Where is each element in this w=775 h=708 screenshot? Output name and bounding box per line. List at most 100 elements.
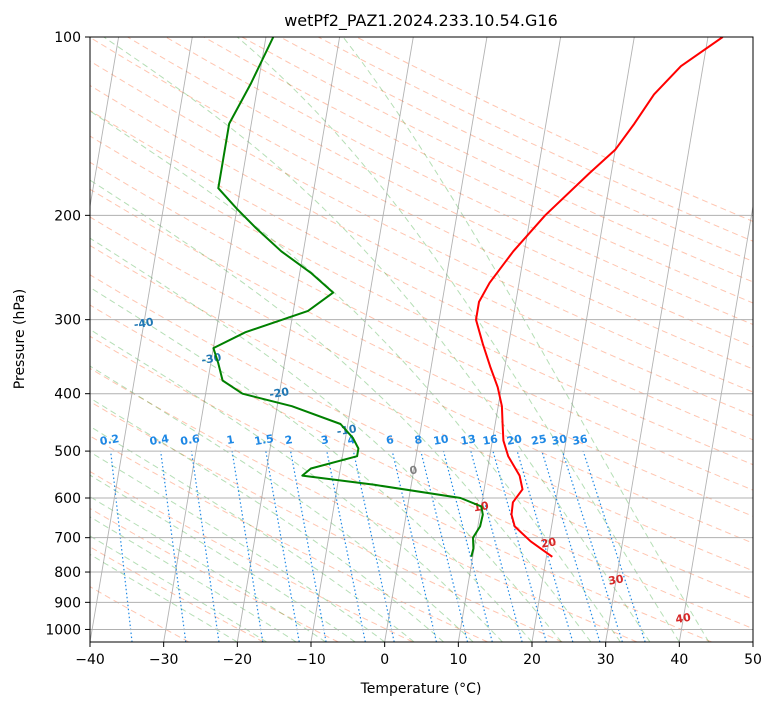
moist-adiabat-line <box>90 179 592 642</box>
mixing-ratio-label: 20 <box>506 432 524 447</box>
mixing-ratio-line <box>265 450 300 642</box>
mixing-ratio-line <box>160 451 187 642</box>
y-tick-label: 800 <box>54 565 81 581</box>
mixing-ratio-label: 25 <box>530 432 547 447</box>
mixing-ratio-line <box>110 451 133 642</box>
x-tick-label: 30 <box>597 652 615 668</box>
dry-adiabat-line <box>127 37 753 348</box>
moist-adiabat-line <box>90 474 356 642</box>
isotherm-label: 40 <box>675 611 693 626</box>
x-axis: −40 −30 −20 −10 0 10 20 30 40 50 <box>75 642 762 668</box>
dry-adiabat-line <box>90 435 488 642</box>
dewpoint-profile-line <box>212 37 484 558</box>
x-tick-label: 20 <box>523 652 541 668</box>
mixing-ratio-label: 8 <box>413 433 423 447</box>
dry-adiabat-line <box>90 60 753 393</box>
dry-adiabat-line <box>90 274 753 600</box>
mixing-ratio-line <box>582 450 646 642</box>
isotherm-label: -30 <box>200 351 222 367</box>
mixing-ratio-label: 0.2 <box>99 432 120 448</box>
mixing-ratio-label: 1.5 <box>253 432 274 448</box>
isotherm-label: 20 <box>540 535 558 550</box>
dry-adiabat-line <box>165 37 753 326</box>
isotherm-label: 0 <box>409 463 419 477</box>
moist-adiabat-line <box>90 328 503 642</box>
moist-adiabat-line <box>90 365 474 642</box>
mixing-ratio-line <box>541 450 601 642</box>
mixing-ratio-line <box>420 450 469 642</box>
isotherm-line <box>752 639 753 642</box>
moist-adiabat-line <box>90 110 621 642</box>
dry-adiabat-line <box>90 84 753 417</box>
y-axis-label: Pressure (hPa) <box>12 289 28 389</box>
dry-adiabat-line <box>90 367 638 642</box>
mixing-ratio-label: 30 <box>551 432 569 447</box>
chart-title: wetPf2_PAZ1.2024.233.10.54.G16 <box>284 11 558 31</box>
x-tick-label: 0 <box>380 652 389 668</box>
x-axis-label: Temperature (°C) <box>360 681 482 697</box>
isotherm-line <box>90 37 120 209</box>
mixing-ratio-label: 16 <box>482 432 500 447</box>
isotherm-line <box>384 37 488 642</box>
mixing-ratio-label: 10 <box>432 432 450 447</box>
mixing-ratio-label: 1 <box>226 433 236 447</box>
moist-adiabat-line <box>90 237 562 642</box>
x-tick-label: 40 <box>670 652 688 668</box>
y-tick-label: 600 <box>54 491 81 507</box>
mixing-ratio-label: 36 <box>571 432 589 447</box>
mixing-ratio-line <box>391 450 438 642</box>
isotherm-label: -40 <box>133 315 155 331</box>
isotherm-label: -50 <box>66 276 88 292</box>
x-tick-label: −30 <box>149 652 179 668</box>
profiles <box>212 37 724 558</box>
dry-adiabat-line <box>90 401 563 642</box>
plot-frame <box>89 36 754 643</box>
dry-adiabat-line <box>90 335 712 642</box>
mixing-ratio-label: 13 <box>460 432 477 447</box>
pressure-gridlines <box>90 37 753 630</box>
x-tick-label: −40 <box>75 652 105 668</box>
mixing-ratio-label: 0.4 <box>149 432 171 448</box>
moist-adiabat-line <box>90 535 268 642</box>
y-tick-label: 500 <box>54 444 81 460</box>
isotherm-label: 30 <box>607 572 625 587</box>
y-tick-label: 200 <box>54 208 81 224</box>
dry-adiabat-line <box>241 37 753 283</box>
moist-adiabat-line <box>90 496 326 642</box>
isotherm-line <box>163 37 267 642</box>
mixing-ratio-labels: 0.1 0.2 0.4 0.6 1 1.5 2 3 4 6 8 10 13 16 20 25 30 36 <box>99 432 589 448</box>
mixing-ratio-label: 0.6 <box>179 432 201 448</box>
y-tick-label: 100 <box>54 30 81 46</box>
isotherm-line <box>605 37 709 642</box>
dry-adiabat-line <box>90 586 190 642</box>
mixing-ratio-line <box>290 450 327 642</box>
isotherm-line <box>236 37 341 642</box>
x-tick-label: −10 <box>296 652 326 668</box>
y-tick-label: 1000 <box>45 622 81 638</box>
mixing-ratio-line <box>326 450 366 642</box>
isotherm-label: -20 <box>268 385 290 401</box>
moist-adiabat-line <box>90 286 533 642</box>
mixing-ratio-line <box>492 450 547 642</box>
mixing-ratio-label: 4 <box>346 433 356 447</box>
dry-adiabat-line <box>318 37 753 242</box>
dry-adiabat-line <box>90 161 753 491</box>
y-tick-label: 300 <box>54 313 81 329</box>
moist-adiabat-line <box>90 451 385 642</box>
dry-adiabat-line <box>90 216 753 544</box>
y-tick-label: 400 <box>54 387 81 403</box>
moist-adiabat-line <box>90 553 238 642</box>
moist-adiabat-line <box>90 425 415 642</box>
mixing-ratio-label: 6 <box>385 433 395 447</box>
dry-adiabat-line <box>90 37 753 370</box>
mixing-ratio-line <box>470 450 523 642</box>
isotherm-line <box>457 37 562 642</box>
mixing-ratio-label: 3 <box>320 433 330 447</box>
y-tick-label: 900 <box>54 595 81 611</box>
temperature-profile-line <box>475 37 724 558</box>
y-tick-label: 700 <box>54 531 81 547</box>
dry-adiabat-line <box>90 471 414 642</box>
dry-adiabat-line <box>356 37 753 222</box>
